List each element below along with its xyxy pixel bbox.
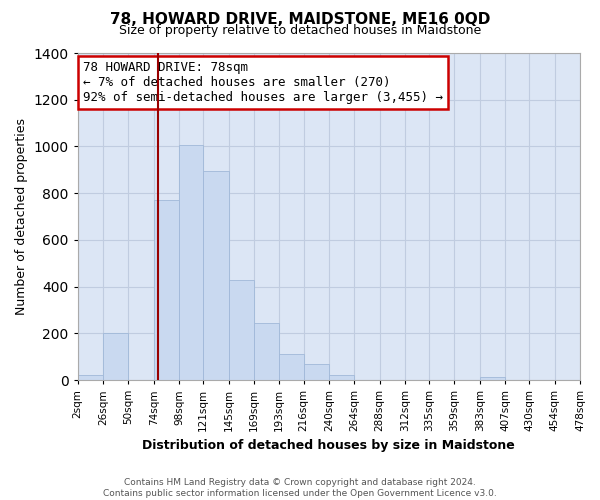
Bar xyxy=(229,280,254,380)
Bar xyxy=(78,376,103,380)
Text: Contains HM Land Registry data © Crown copyright and database right 2024.
Contai: Contains HM Land Registry data © Crown c… xyxy=(103,478,497,498)
Bar xyxy=(480,376,505,380)
Bar xyxy=(254,323,279,380)
Bar xyxy=(329,376,354,380)
Text: 78 HOWARD DRIVE: 78sqm
← 7% of detached houses are smaller (270)
92% of semi-det: 78 HOWARD DRIVE: 78sqm ← 7% of detached … xyxy=(83,61,443,104)
Bar xyxy=(179,146,203,380)
Bar xyxy=(279,354,304,380)
Bar xyxy=(103,334,128,380)
Bar xyxy=(203,171,229,380)
Text: 78, HOWARD DRIVE, MAIDSTONE, ME16 0QD: 78, HOWARD DRIVE, MAIDSTONE, ME16 0QD xyxy=(110,12,490,28)
Y-axis label: Number of detached properties: Number of detached properties xyxy=(15,118,28,315)
Bar xyxy=(154,200,179,380)
Bar xyxy=(304,364,329,380)
X-axis label: Distribution of detached houses by size in Maidstone: Distribution of detached houses by size … xyxy=(142,440,515,452)
Text: Size of property relative to detached houses in Maidstone: Size of property relative to detached ho… xyxy=(119,24,481,37)
